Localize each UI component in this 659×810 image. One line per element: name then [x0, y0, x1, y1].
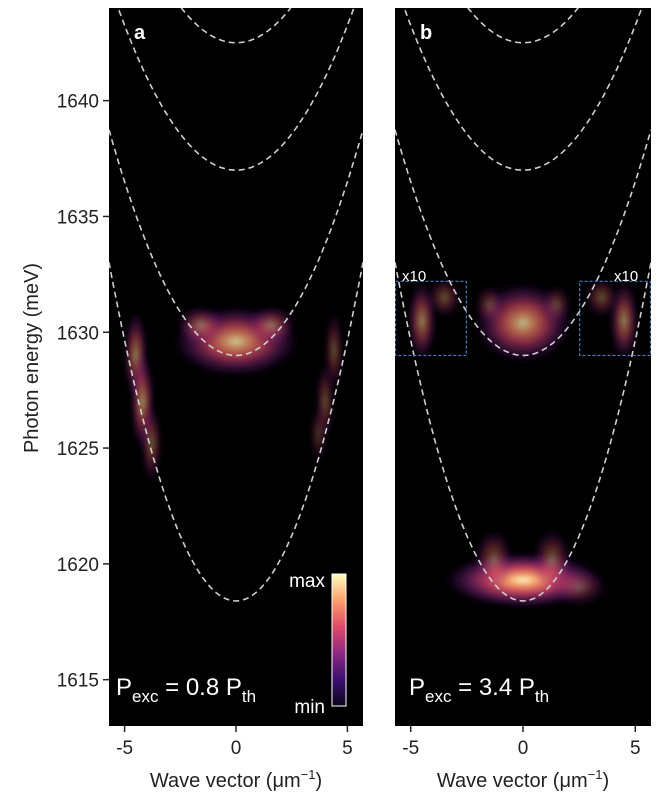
inset-label-right: x10: [614, 268, 638, 285]
inset-box: [395, 280, 467, 357]
annotation-a: Pexc = 0.8 Pth: [116, 674, 256, 706]
colorbar-max-label: max: [289, 571, 325, 592]
colorbar-min-label: min: [294, 697, 325, 718]
dispersion-curve: [403, 8, 643, 171]
y-tick-label: 1640: [57, 92, 99, 113]
y-tick-label: 1635: [57, 207, 99, 228]
panel-b: -5 0 5: [395, 8, 651, 759]
emission-blob: [474, 528, 514, 590]
emission-blob: [175, 304, 225, 346]
y-tick-label: 1625: [57, 439, 99, 460]
plot-area: [395, 8, 651, 609]
x-axis-title-b: Wave vector (μm−1): [437, 767, 609, 792]
plot-background: [395, 8, 651, 726]
dispersion-curve: [395, 129, 651, 357]
colorbar: [331, 573, 347, 707]
dispersion-curve: [109, 129, 363, 357]
emission-blob: [474, 284, 505, 325]
emission-blob: [427, 277, 462, 318]
plot-area: [109, 8, 363, 602]
x-axis-title-a: Wave vector (μm−1): [150, 767, 322, 792]
panel-letter-a: a: [134, 22, 146, 44]
y-tick-label: 1615: [57, 671, 99, 692]
emission-blob: [541, 284, 572, 325]
inset-label-left: x10: [402, 268, 426, 285]
dispersion-curve: [109, 262, 363, 602]
dispersion-curve: [395, 262, 651, 602]
panel-a: -5 0 5: [109, 8, 363, 759]
x-tick-label: -5: [402, 738, 419, 759]
inset-box: [579, 280, 651, 357]
emission-blob: [247, 304, 297, 346]
panel-letter-b: b: [420, 22, 432, 44]
y-axis: 1615 1620 1625 1630 1635 1640: [57, 92, 109, 692]
x-tick-label: 0: [518, 738, 529, 759]
annotation-b: Pexc = 3.4 Pth: [409, 674, 549, 706]
y-axis-title: Photon energy (meV): [21, 263, 43, 453]
x-tick-label: -5: [116, 738, 133, 759]
y-tick-label: 1620: [57, 555, 99, 576]
dispersion-curve: [117, 8, 355, 171]
y-tick-label: 1630: [57, 323, 99, 344]
emission-blob: [140, 402, 163, 485]
x-tick-label: 0: [231, 738, 242, 759]
x-tick-label: 5: [342, 738, 353, 759]
x-tick-label: 5: [630, 738, 641, 759]
emission-blob: [309, 403, 328, 465]
emission-blob: [549, 566, 609, 608]
